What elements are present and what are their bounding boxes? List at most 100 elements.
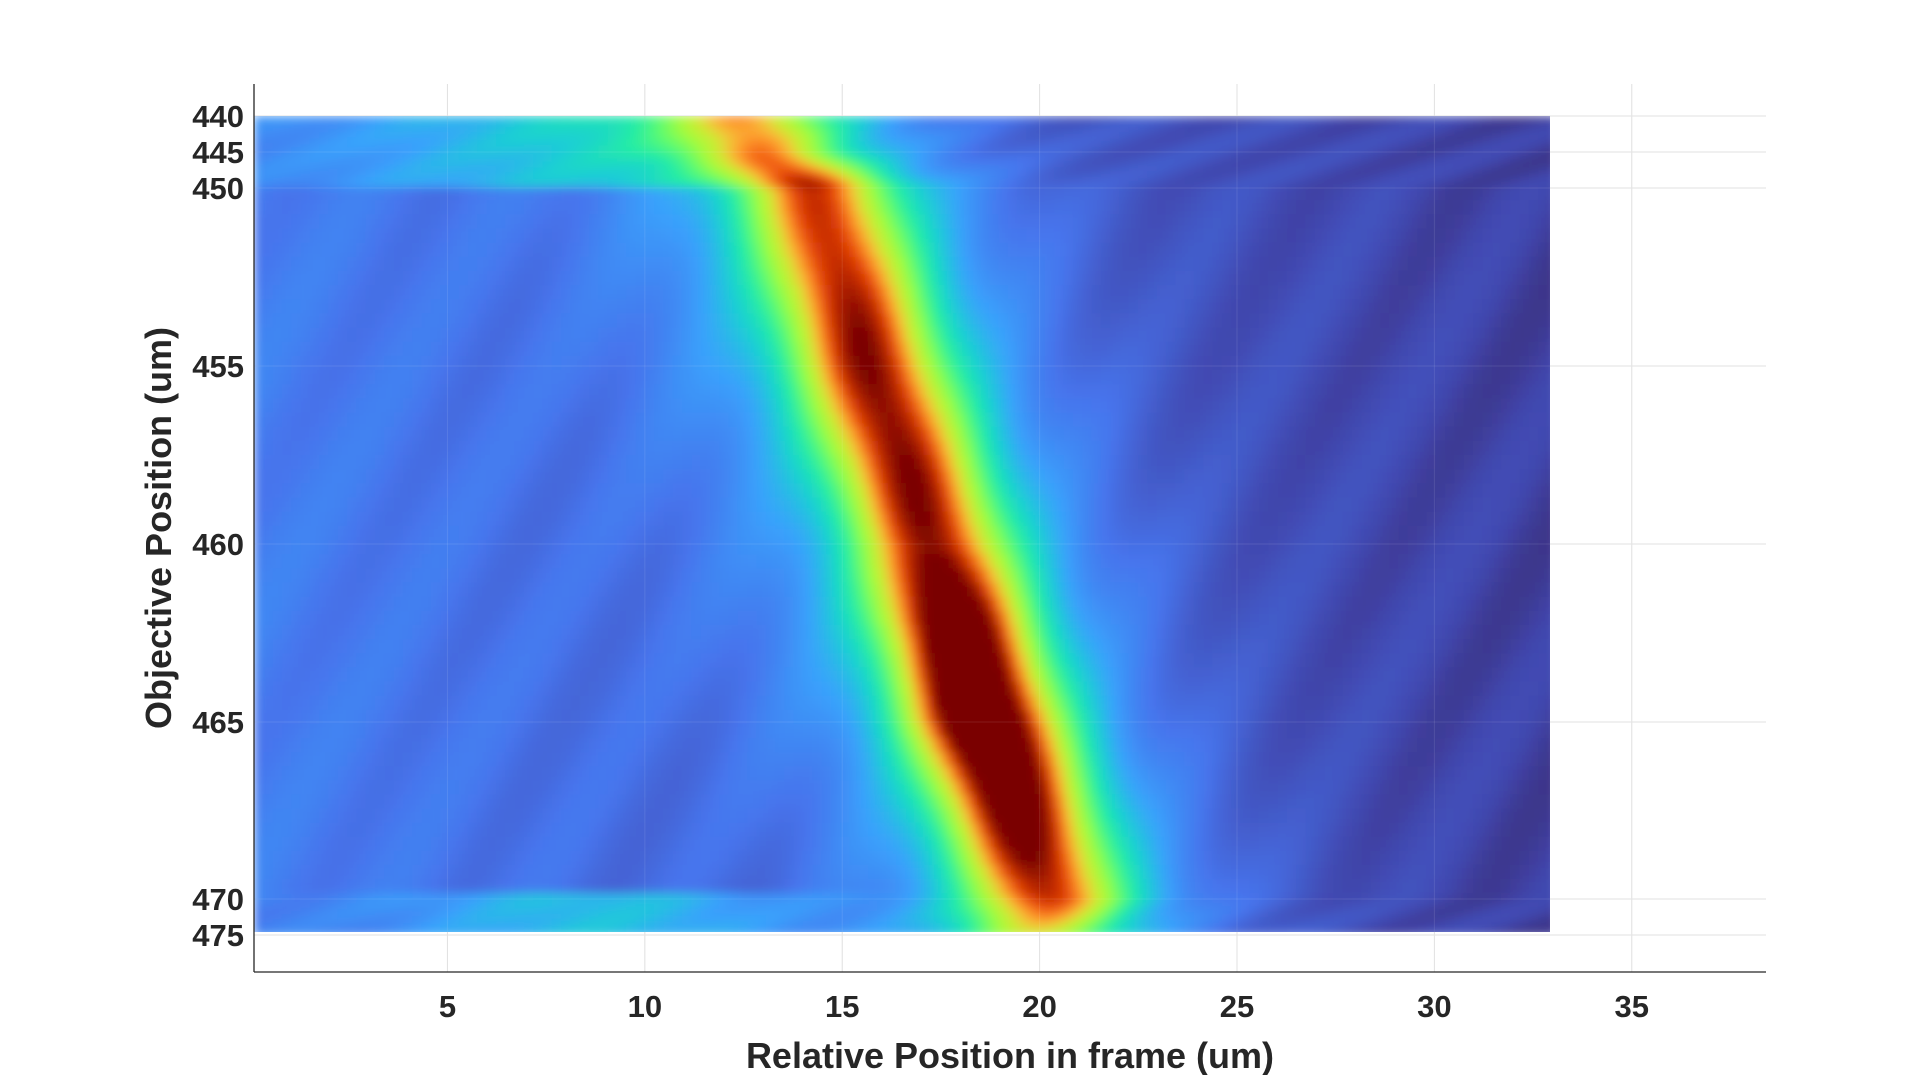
heatmap-cell xyxy=(1389,150,1400,155)
heatmap-cell xyxy=(1482,159,1493,164)
heatmap-cell xyxy=(979,327,991,343)
heatmap-cell xyxy=(1091,179,1102,184)
heatmap-cell xyxy=(272,176,284,181)
heatmap-cell xyxy=(561,164,572,169)
heatmap-cell xyxy=(589,159,600,164)
heatmap-cell xyxy=(375,184,386,189)
heatmap-cell xyxy=(1268,136,1279,141)
heatmap-cell xyxy=(1398,121,1410,126)
heatmap-cell xyxy=(337,179,349,184)
heatmap-cell xyxy=(300,181,311,186)
heatmap-cell xyxy=(784,133,795,138)
heatmap-cell xyxy=(1156,159,1168,164)
heatmap-cell xyxy=(1128,179,1140,184)
heatmap-cell xyxy=(868,184,879,189)
heatmap-cell xyxy=(421,153,432,158)
heatmap-cell xyxy=(644,170,656,175)
heatmap-cell xyxy=(337,159,349,164)
heatmap-cell xyxy=(1528,170,1540,175)
heatmap-cell xyxy=(1445,242,1456,258)
heatmap-cell xyxy=(598,164,609,169)
heatmap-cell xyxy=(1249,179,1261,184)
heatmap-cell xyxy=(1370,127,1382,132)
heatmap-cell xyxy=(1054,173,1065,178)
heatmap-cell xyxy=(1138,136,1149,141)
heatmap-cell xyxy=(1128,133,1140,138)
heatmap-cell xyxy=(523,124,535,129)
heatmap-cell xyxy=(691,270,702,287)
heatmap-cell xyxy=(672,242,684,258)
heatmap-cell xyxy=(300,138,311,143)
heatmap-cell xyxy=(719,164,730,169)
heatmap-cell xyxy=(1156,138,1168,143)
heatmap-cell xyxy=(1500,256,1512,273)
heatmap-cell xyxy=(942,153,954,158)
heatmap-cell xyxy=(858,133,870,138)
heatmap-cell xyxy=(821,136,833,141)
heatmap-cell xyxy=(644,242,656,258)
heatmap-cell xyxy=(868,170,879,175)
heatmap-cell xyxy=(924,118,935,123)
heatmap-cell xyxy=(1519,116,1530,121)
heatmap-cell xyxy=(1100,214,1112,230)
heatmap-cell xyxy=(356,153,367,158)
heatmap-cell xyxy=(672,144,684,149)
heatmap-cell xyxy=(1342,121,1354,126)
heatmap-cell xyxy=(598,130,609,135)
heatmap-cell xyxy=(747,327,758,343)
heatmap-cell xyxy=(747,116,758,121)
heatmap-cell xyxy=(272,161,284,166)
heatmap-cell xyxy=(784,184,795,189)
heatmap-cell xyxy=(747,138,758,143)
heatmap-cell xyxy=(719,133,730,138)
heatmap-cell xyxy=(989,214,1000,230)
heatmap-cell xyxy=(328,176,339,181)
heatmap-cell xyxy=(440,200,451,216)
heatmap-cell xyxy=(1491,170,1503,175)
heatmap-cell xyxy=(1259,184,1270,189)
heatmap-cell xyxy=(1510,242,1521,258)
heatmap-cell xyxy=(1100,285,1112,301)
heatmap-cell xyxy=(635,153,646,158)
heatmap-cell xyxy=(756,179,767,184)
heatmap-cell xyxy=(263,150,274,155)
heatmap-cell xyxy=(291,228,302,244)
heatmap-cell xyxy=(1538,159,1549,164)
heatmap-cell xyxy=(402,173,414,178)
heatmap-cell xyxy=(747,133,758,138)
heatmap-cell xyxy=(1212,124,1223,129)
heatmap-cell xyxy=(1091,118,1102,123)
heatmap-cell xyxy=(1138,147,1149,152)
heatmap-cell xyxy=(914,118,926,123)
heatmap-cell xyxy=(989,159,1000,164)
heatmap-cell xyxy=(300,179,311,184)
heatmap-cell xyxy=(402,299,414,315)
heatmap-cell xyxy=(589,116,600,121)
heatmap-cell xyxy=(328,327,339,343)
heatmap-cell xyxy=(1435,164,1447,169)
heatmap-cell xyxy=(635,214,646,230)
heatmap-cell xyxy=(337,118,349,123)
heatmap-cell xyxy=(1240,130,1251,135)
heatmap-cell xyxy=(933,133,944,138)
heatmap-cell xyxy=(570,127,581,132)
heatmap-cell xyxy=(1538,121,1549,126)
heatmap-cell xyxy=(1380,256,1391,273)
heatmap-cell xyxy=(961,200,972,216)
heatmap-cell xyxy=(263,127,274,132)
heatmap-cell xyxy=(347,127,358,132)
heatmap-cell xyxy=(1119,147,1130,152)
heatmap-cell xyxy=(421,133,432,138)
heatmap-cell xyxy=(1463,299,1475,315)
heatmap-cell xyxy=(523,138,535,143)
heatmap-cell xyxy=(1119,116,1130,121)
heatmap-cell xyxy=(1286,179,1298,184)
heatmap-cell xyxy=(1473,121,1484,126)
heatmap-cell xyxy=(551,184,563,189)
heatmap-cell xyxy=(886,124,898,129)
heatmap-cell xyxy=(1082,200,1093,216)
heatmap-cell xyxy=(319,176,330,181)
heatmap-cell xyxy=(1305,176,1316,181)
heatmap-cell xyxy=(1454,141,1465,146)
heatmap-cell xyxy=(1389,313,1400,329)
